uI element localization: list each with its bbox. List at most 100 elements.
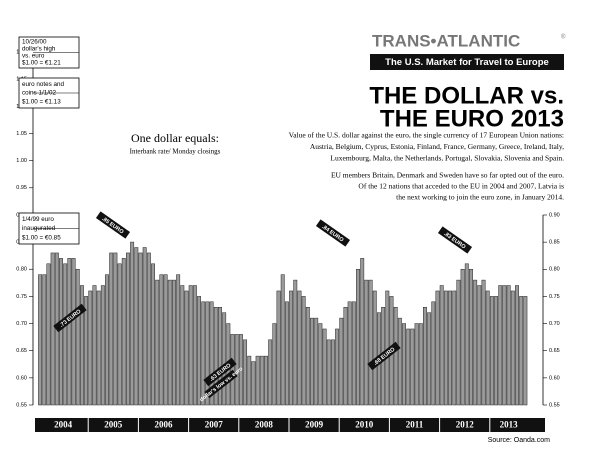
bar	[356, 268, 360, 406]
bar	[251, 361, 256, 406]
bar	[188, 285, 193, 406]
bar	[523, 296, 528, 406]
history-line: 10/26/00	[22, 39, 47, 46]
bar	[519, 296, 524, 406]
subtitle: One dollar equals:	[131, 131, 219, 145]
bar	[46, 263, 51, 406]
bar	[293, 279, 298, 406]
bar	[347, 301, 352, 406]
bar	[330, 339, 335, 406]
bar	[297, 290, 302, 406]
bar	[464, 263, 469, 406]
bar	[247, 355, 252, 406]
note: the next working to join the euro zone, …	[396, 193, 564, 202]
title: THE DOLLAR vs.	[369, 82, 564, 109]
bar	[418, 323, 423, 406]
bar	[176, 274, 181, 406]
annotation-flag	[95, 211, 131, 239]
bar	[414, 323, 419, 406]
year-label: 2013	[500, 420, 519, 430]
bar	[368, 279, 373, 406]
history-line: coins 1/1/02	[22, 90, 56, 97]
bar	[481, 279, 486, 406]
bar	[364, 279, 369, 406]
bar	[372, 290, 377, 406]
bar	[310, 317, 314, 406]
y2-tick-label: 0.85	[549, 240, 560, 246]
bar	[393, 306, 398, 406]
bar	[151, 263, 155, 406]
bar	[506, 285, 511, 406]
bar	[42, 274, 47, 406]
year-label: 2006	[155, 420, 174, 430]
year-label: 2004	[54, 420, 73, 430]
bar	[126, 252, 130, 406]
y2-tick-label: 0.60	[549, 375, 560, 381]
bar	[100, 285, 105, 406]
y-tick-label: 1.05	[16, 131, 27, 137]
bar	[485, 290, 490, 406]
bar	[255, 355, 260, 406]
bar	[155, 279, 160, 406]
history-line: dollar's high	[22, 46, 56, 53]
bar	[197, 296, 202, 406]
bar	[339, 317, 344, 406]
note: EU members Britain, Denmark and Sweden h…	[331, 171, 564, 180]
bar	[443, 290, 448, 406]
bar	[59, 258, 63, 406]
annotation-flag	[204, 369, 238, 399]
bar	[96, 290, 101, 406]
subtitle-note: Interbank rate/ Monday closings	[130, 148, 221, 156]
annotation-flag	[53, 303, 87, 333]
bar	[351, 301, 356, 406]
note: Of the 12 nations that acceded to the EU…	[358, 182, 564, 191]
bar	[498, 285, 503, 406]
year-label: 2012	[456, 420, 475, 430]
source: Source: Oanda.com	[488, 437, 550, 444]
y-tick-label: 0.70	[16, 321, 27, 327]
tagline-band	[370, 54, 564, 70]
y2-tick-label: 0.75	[549, 294, 560, 300]
bar	[163, 274, 168, 406]
bar	[167, 279, 172, 406]
bar	[134, 247, 139, 406]
bar	[50, 252, 55, 406]
bar	[105, 274, 109, 406]
bar	[397, 317, 402, 406]
bar	[335, 328, 340, 406]
bar	[234, 334, 239, 406]
history-line: $1.00 = €0.85	[22, 234, 61, 241]
year-label: 2005	[104, 420, 123, 430]
year-label: 2011	[406, 420, 424, 430]
bar	[448, 290, 453, 406]
brand: TRANS•ATLANTIC	[372, 31, 520, 50]
bar	[218, 306, 222, 406]
bar	[272, 323, 277, 406]
bar	[243, 339, 248, 406]
history-line: inaugurated	[22, 225, 56, 232]
bar	[410, 328, 415, 406]
bar	[431, 301, 436, 406]
bar	[456, 279, 461, 406]
bar	[510, 290, 515, 406]
bar	[402, 323, 406, 406]
bar	[238, 334, 243, 406]
bar	[67, 258, 72, 406]
bar	[473, 279, 478, 406]
title: THE EURO 2013	[380, 105, 564, 132]
bar	[192, 285, 197, 406]
bar	[343, 306, 348, 406]
y-tick-label: 0.65	[16, 348, 27, 354]
year-label: 2007	[205, 420, 224, 430]
bar	[322, 328, 327, 406]
bar	[142, 247, 147, 406]
bar	[264, 355, 268, 406]
annotation-flag	[367, 341, 401, 371]
bar	[209, 301, 214, 406]
bar	[230, 334, 235, 406]
y2-tick-label: 0.65	[549, 348, 560, 354]
bar	[38, 274, 43, 406]
bar	[276, 290, 281, 406]
bar	[452, 290, 457, 406]
